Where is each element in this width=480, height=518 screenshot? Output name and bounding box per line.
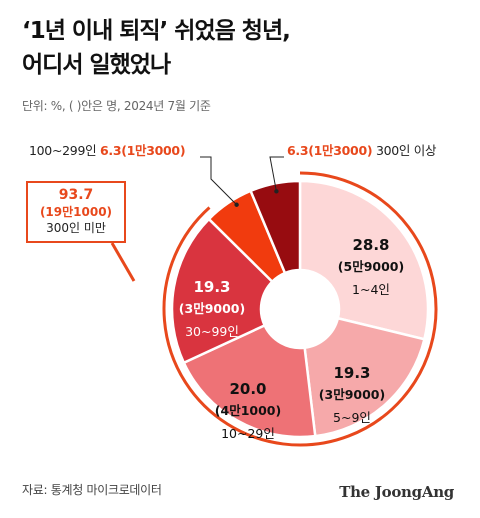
callout-100-299: 100~299인 6.3(1만3000) <box>29 140 186 159</box>
connector-under-300 <box>110 242 136 282</box>
leader-line-300-plus <box>269 156 284 192</box>
leader-dot-300-plus <box>274 189 279 194</box>
pie-slice-2 <box>182 323 317 439</box>
pie-slice-3 <box>170 217 275 365</box>
slice-value-label-1: 19.3 <box>333 364 370 382</box>
leader-line-100-299 <box>200 156 237 206</box>
brand-logo: The JoongAng <box>339 483 454 501</box>
slice-category-label-3: 30~99인 <box>185 324 239 339</box>
slice-category-label-0: 1~4인 <box>352 282 390 297</box>
slice-category-label-2: 10~29인 <box>221 426 275 441</box>
slice-count-label-1: (3만9000) <box>319 387 385 402</box>
callout-under-300-value: 93.7 <box>58 187 94 203</box>
slice-value-label-0: 28.8 <box>352 236 389 254</box>
slice-value-label-2: 20.0 <box>229 380 266 398</box>
outer-ring-under-300 <box>162 171 438 447</box>
slice-count-label-2: (4만1000) <box>215 403 281 418</box>
callout-300-plus-category: 300인 이상 <box>375 143 437 158</box>
pie-slice-5 <box>249 179 302 275</box>
callout-100-299-category: 100~299인 <box>29 143 97 158</box>
slice-value-label-3: 19.3 <box>193 278 230 296</box>
unit-note: 단위: %, ( )안은 명, 2024년 7월 기준 <box>22 99 211 113</box>
chart-title: ‘1년 이내 퇴직’ 쉬었음 청년, 어디서 일했었나 <box>22 14 291 82</box>
slice-count-label-3: (3만9000) <box>179 301 245 316</box>
callout-300-plus-value: 6.3(1만3000) <box>287 143 373 158</box>
callout-under-300-count: (19만1000) <box>39 205 113 219</box>
source-note: 자료: 통계청 마이크로데이터 <box>22 483 162 497</box>
slice-count-label-0: (5만9000) <box>338 259 404 274</box>
pie-slice-0 <box>298 179 430 341</box>
title-line-2: 어디서 일했었나 <box>22 52 171 78</box>
pie-slice-1 <box>303 316 426 438</box>
callout-300-plus: 6.3(1만3000) 300인 이상 <box>287 140 436 159</box>
title-line-1: ‘1년 이내 퇴직’ 쉬었음 청년, <box>22 18 291 44</box>
slice-category-label-1: 5~9인 <box>333 410 371 425</box>
leader-dot-100-299 <box>234 202 239 207</box>
callout-under-300-label: 300인 미만 <box>46 221 106 235</box>
callout-under-300: 93.7 (19만1000) 300인 미만 <box>26 181 126 243</box>
callout-100-299-value: 6.3(1만3000) <box>99 143 186 158</box>
